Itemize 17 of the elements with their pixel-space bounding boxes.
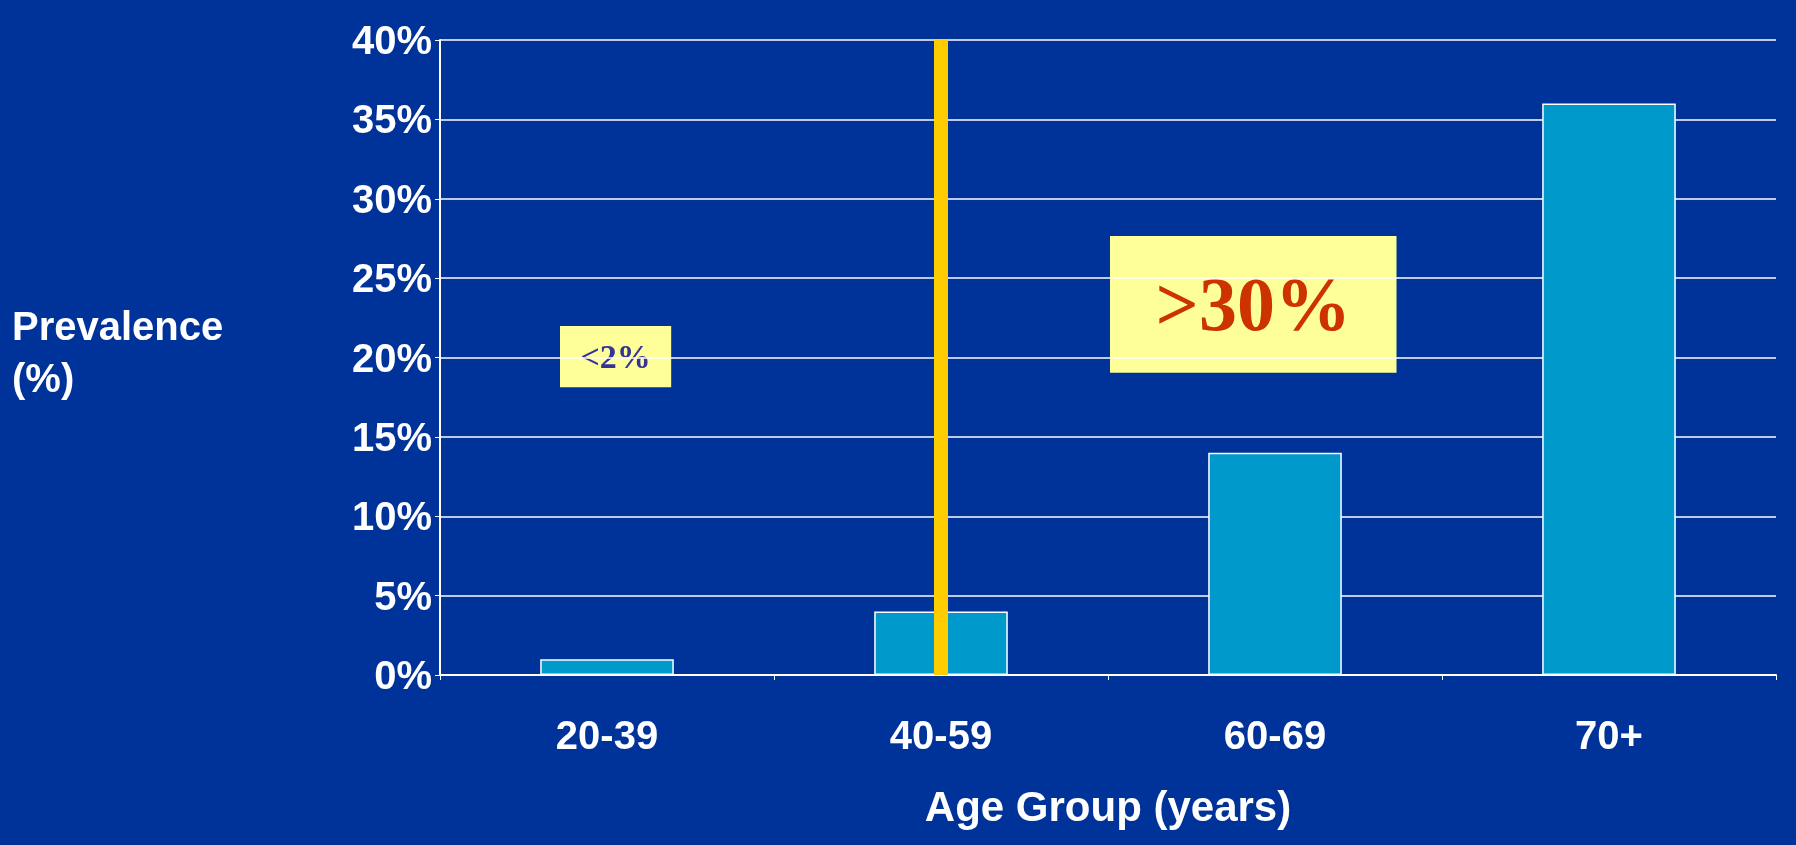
- y-axis-title: Prevalence (%): [12, 304, 224, 400]
- x-tick-label: 20-39: [555, 713, 659, 757]
- y-tick-label: 25%: [351, 256, 432, 301]
- x-tick-label: 40-59: [889, 713, 993, 757]
- x-tick-label: 70+: [1575, 713, 1643, 757]
- x-tick-label: 60-69: [1223, 713, 1327, 757]
- annotation: >30%: [1155, 262, 1351, 347]
- y-tick-label: 35%: [351, 97, 432, 142]
- y-tick-label: 10%: [351, 494, 432, 539]
- y-tick-label: 15%: [351, 414, 432, 459]
- y-tick-label: 0%: [374, 653, 432, 697]
- x-axis-title: Age Group (years): [924, 782, 1292, 830]
- y-tick-label: 5%: [374, 573, 432, 618]
- y-tick-label: 20%: [351, 335, 432, 380]
- annotation: <2%: [580, 338, 651, 376]
- y-tick-label: 40%: [351, 18, 432, 62]
- y-tick-label: 30%: [351, 176, 432, 221]
